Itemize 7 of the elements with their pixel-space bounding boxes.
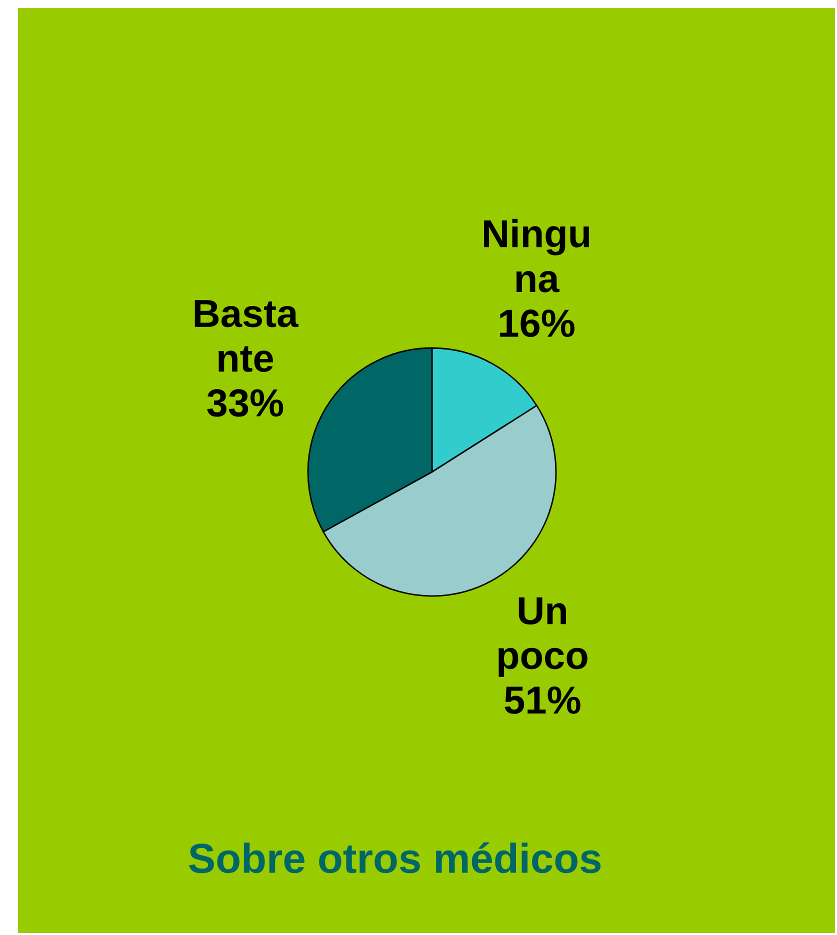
data-label: 33% [207, 389, 284, 417]
text: Sobre otros médicos [188, 842, 601, 874]
data-label: 51% [504, 686, 580, 714]
slice-label: Un poco [498, 597, 588, 677]
slice-label: Ningu na [484, 218, 590, 292]
slice-label: Basta nte [194, 300, 298, 372]
data-label: 16% [500, 310, 574, 338]
